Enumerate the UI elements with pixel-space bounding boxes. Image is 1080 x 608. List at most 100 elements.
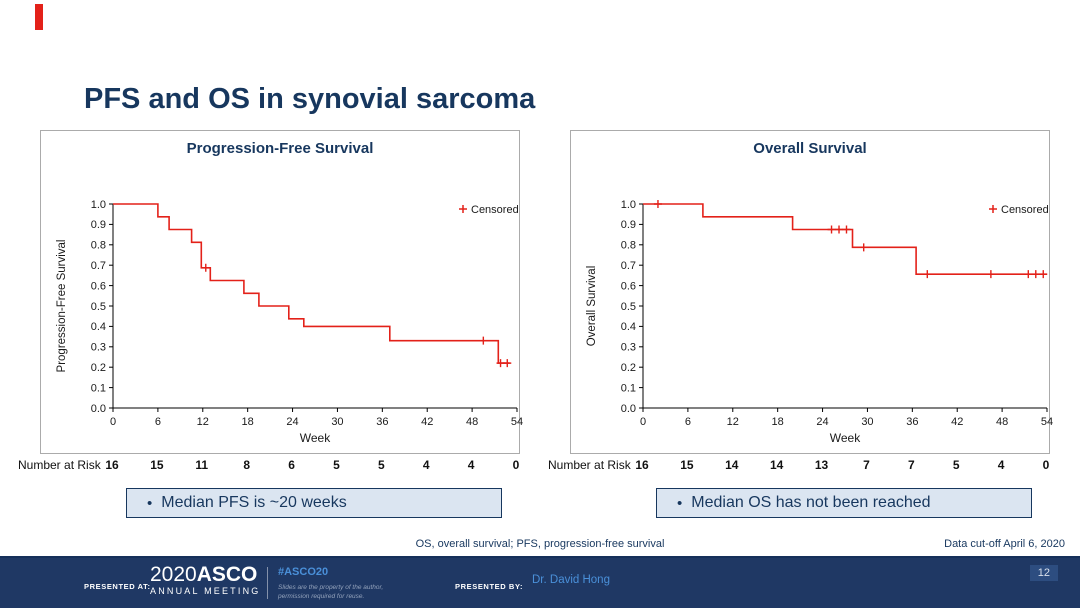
y-tick-label: 0.2 — [91, 362, 106, 374]
risk-count-week-0: 16 — [635, 458, 649, 472]
km-curve — [113, 203, 510, 364]
x-tick-label: 36 — [906, 416, 918, 428]
censor-mark — [835, 225, 844, 234]
y-tick-label: 1.0 — [91, 199, 106, 211]
pfs-chart-title: Progression-Free Survival — [186, 140, 374, 157]
x-tick-label: 12 — [727, 416, 739, 428]
page-title: PFS and OS in synovial sarcoma — [84, 83, 536, 116]
risk-count-week-54: 0 — [1042, 458, 1050, 472]
pfs-chart-svg: 0.0 0.1 0.2 0.3 0.4 0.5 0.6 0.7 0.8 0.9 1.0 0 6 12 18 2… — [56, 199, 523, 445]
risk-count-week-48: 4 — [997, 458, 1005, 472]
os-chart-panel: Overall Survival 0.0 0.1 0.2 0.3 0.4 0.5 0.6 0.… — [570, 130, 1053, 454]
pfs-callout-text: Median PFS is ~20 weeks — [161, 494, 347, 511]
x-tick-label: 30 — [331, 416, 343, 428]
legend-censored-label: Censored — [1001, 204, 1049, 216]
y-tick-label: 0.8 — [91, 240, 106, 252]
x-tick-label: 6 — [685, 416, 691, 428]
risk-count-week-12: 11 — [195, 458, 209, 472]
slide-disclaimer: Slides are the property of the author, p… — [278, 584, 384, 600]
data-cutoff-note: Data cut-off April 6, 2020 — [944, 538, 1065, 550]
y-tick-label: 0.5 — [91, 301, 106, 313]
presented-by-label: PRESENTED BY: — [455, 582, 524, 591]
legend-censored-marker — [989, 205, 997, 213]
censor-mark — [503, 359, 512, 368]
footer-divider — [267, 567, 268, 599]
asco-logo-name: ASCO — [196, 563, 258, 586]
y-tick-label: 0.0 — [621, 403, 636, 415]
x-axis-title: Week — [830, 431, 861, 445]
risk-count-week-36: 5 — [377, 458, 385, 472]
risk-count-week-42: 4 — [422, 458, 430, 472]
y-tick-label: 0.3 — [91, 342, 106, 354]
y-tick-label: 0.3 — [621, 342, 636, 354]
km-curve — [643, 203, 1047, 275]
x-tick-label: 48 — [466, 416, 478, 428]
x-tick-label: 42 — [421, 416, 433, 428]
censor-mark — [201, 263, 210, 272]
y-tick-label: 0.6 — [621, 280, 636, 292]
os-chart-svg: 0.0 0.1 0.2 0.3 0.4 0.5 0.6 0.7 0.8 0.9 1.0 0 6 12 18 2… — [586, 199, 1053, 445]
pfs-chart-panel: Progression-Free Survival 0.0 0.1 0.2 0.3 0.… — [40, 130, 523, 454]
x-axis-title: Week — [300, 431, 331, 445]
x-tick-label: 18 — [772, 416, 784, 428]
x-tick-label: 0 — [110, 416, 116, 428]
y-tick-label: 0.4 — [91, 321, 106, 333]
censor-mark — [1024, 270, 1033, 279]
number-at-risk-label: Number at Risk — [18, 458, 101, 472]
asco-logo-year: 2020 — [150, 563, 197, 586]
risk-count-week-36: 7 — [907, 458, 915, 472]
asco-logo-line1: 2020ASCO — [150, 564, 260, 586]
bullet-icon: • — [147, 494, 153, 512]
legend-censored-marker — [459, 205, 467, 213]
risk-count-week-6: 15 — [680, 458, 694, 472]
x-tick-label: 36 — [376, 416, 388, 428]
x-tick-label: 42 — [951, 416, 963, 428]
x-tick-label: 12 — [197, 416, 209, 428]
risk-count-week-6: 15 — [150, 458, 164, 472]
x-tick-label: 0 — [640, 416, 646, 428]
y-tick-label: 0.7 — [91, 260, 106, 272]
risk-count-week-0: 16 — [105, 458, 119, 472]
asco-logo-subtitle: ANNUAL MEETING — [150, 586, 261, 596]
censor-mark — [1039, 270, 1048, 279]
x-tick-label: 48 — [996, 416, 1008, 428]
x-tick-label: 6 — [155, 416, 161, 428]
y-tick-label: 0.7 — [621, 260, 636, 272]
risk-count-week-30: 5 — [333, 458, 340, 472]
risk-count-week-24: 13 — [814, 458, 829, 472]
os-callout-text: Median OS has not been reached — [691, 494, 931, 511]
red-ribbon-mark — [35, 4, 43, 30]
presented-at-label: PRESENTED AT: — [84, 582, 151, 591]
censor-mark — [986, 270, 995, 279]
y-tick-label: 0.9 — [621, 219, 636, 231]
pfs-callout-box: • Median PFS is ~20 weeks — [126, 488, 502, 518]
x-tick-label: 54 — [511, 416, 523, 428]
censor-mark — [923, 270, 932, 279]
x-tick-label: 54 — [1041, 416, 1053, 428]
hashtag-label: #ASCO20 — [278, 566, 329, 578]
y-tick-label: 0.9 — [91, 219, 106, 231]
risk-count-week-42: 5 — [952, 458, 960, 472]
x-tick-label: 24 — [816, 416, 828, 428]
y-tick-label: 0.0 — [91, 403, 106, 415]
risk-count-week-18: 14 — [769, 458, 784, 472]
presenter-name: Dr. David Hong — [532, 574, 610, 586]
abbreviations-footnote: OS, overall survival; PFS, progression-f… — [415, 538, 665, 550]
censor-mark — [827, 225, 836, 234]
censor-mark — [653, 200, 662, 208]
risk-count-week-54: 0 — [512, 458, 520, 472]
x-tick-label: 24 — [286, 416, 298, 428]
risk-count-week-24: 6 — [288, 458, 295, 472]
censor-mark — [496, 359, 505, 368]
y-tick-label: 0.5 — [621, 301, 636, 313]
y-tick-label: 0.8 — [621, 240, 636, 252]
risk-count-week-18: 8 — [243, 458, 250, 472]
os-chart-title: Overall Survival — [753, 140, 867, 157]
footer-bar: PRESENTED AT: 2020ASCO ANNUAL MEETING #A… — [0, 556, 1080, 608]
pfs-number-at-risk-row: Number at Risk 16 15 11 8 6 5 5 4 4 0 — [18, 458, 520, 474]
x-tick-label: 18 — [242, 416, 254, 428]
asco-logo: 2020ASCO ANNUAL MEETING — [150, 564, 260, 597]
os-callout-box: • Median OS has not been reached — [656, 488, 1032, 518]
os-number-at-risk-row: Number at Risk 16 15 14 14 13 7 7 5 4 0 — [548, 458, 1050, 474]
